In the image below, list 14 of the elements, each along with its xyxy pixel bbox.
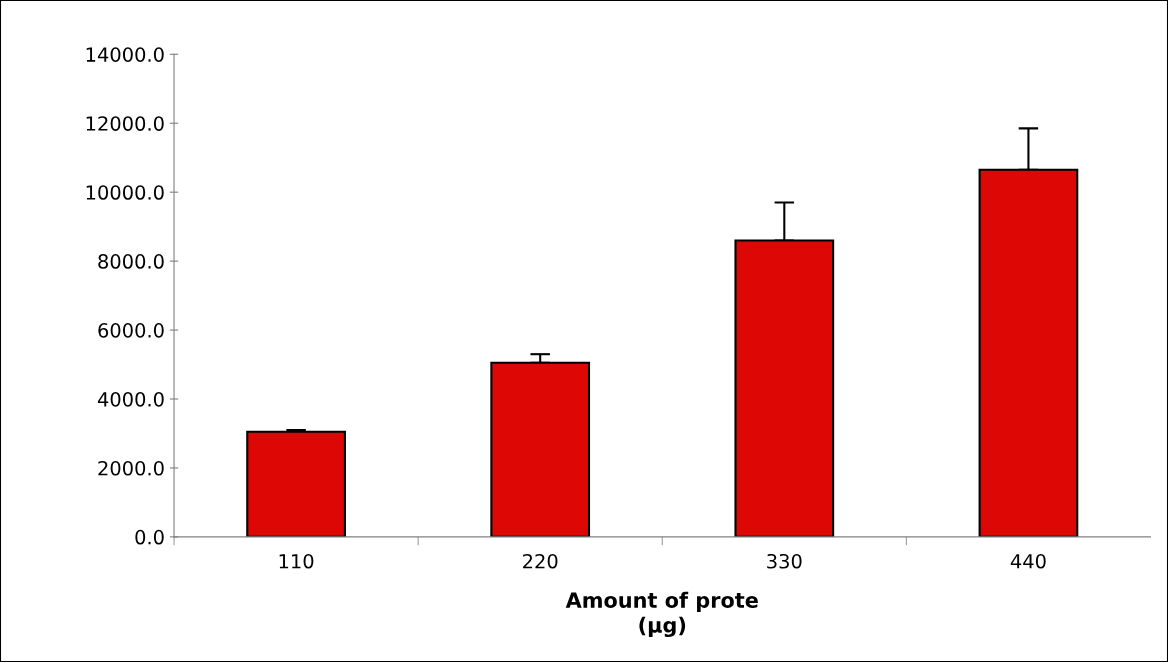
y-tick-label: 10000.0: [86, 185, 164, 200]
bar: [246, 430, 346, 537]
y-tick-label: 12000.0: [86, 116, 164, 131]
y-tick-label: 2000.0: [98, 460, 164, 476]
x-tick-label: 220: [523, 553, 558, 569]
x-tick-label: 330: [767, 553, 802, 569]
y-tick-label: 0.0: [135, 529, 164, 545]
x-axis-title: Amount of prote (µg): [565, 591, 758, 638]
x-tick-label: 110: [279, 553, 314, 569]
x-tick-label: 440: [1010, 553, 1046, 569]
y-tick-label: 8000.0: [98, 254, 164, 269]
y-tick-label: 14000.0: [86, 47, 164, 62]
y-tick-label: 4000.0: [97, 391, 164, 407]
y-tick-label: 6000.0: [98, 323, 164, 338]
